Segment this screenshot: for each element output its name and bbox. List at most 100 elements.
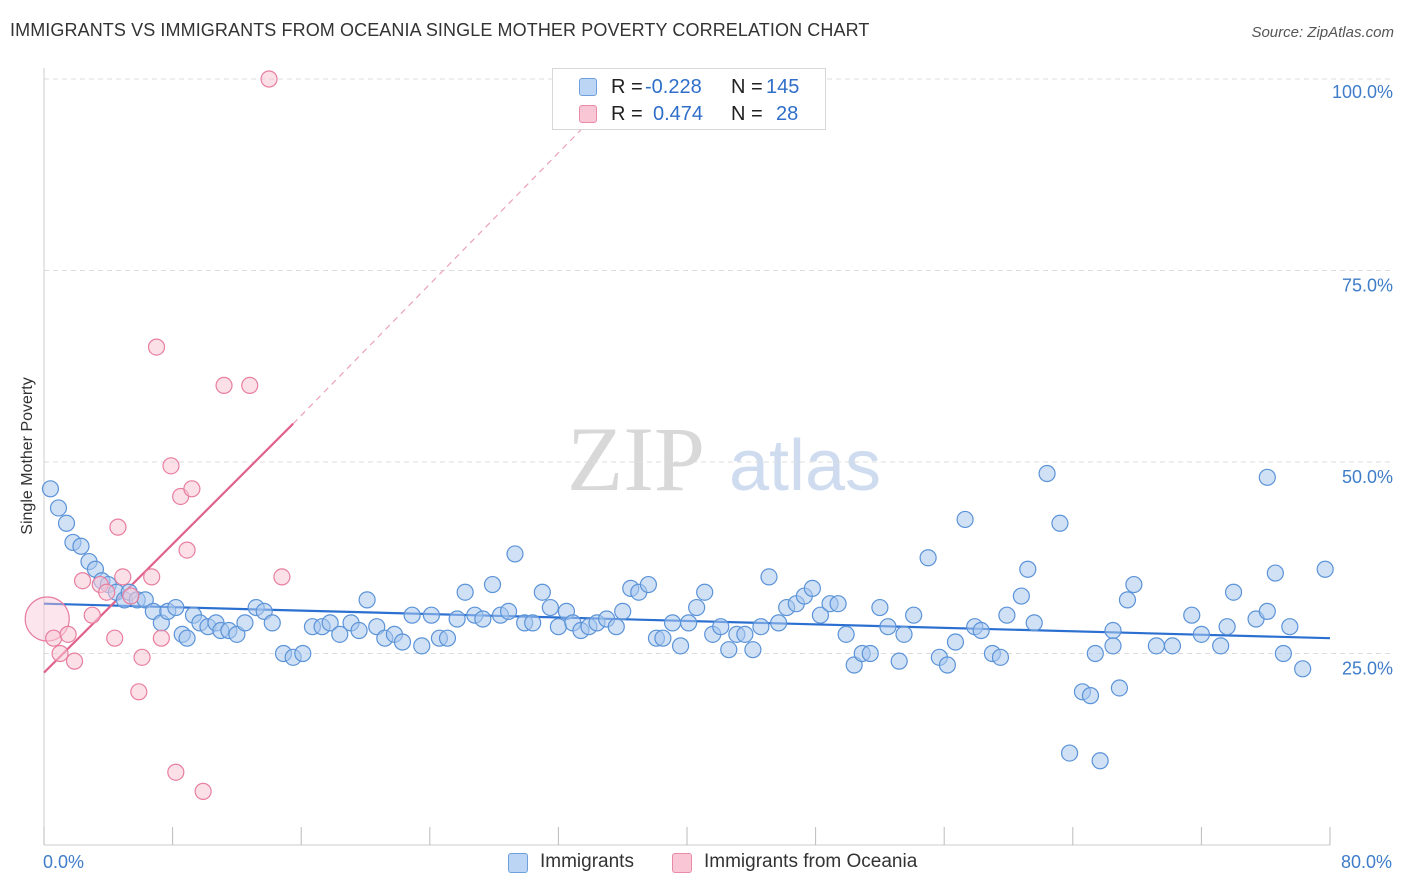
- data-point-oceania: [59, 625, 77, 643]
- chart-title: IMMIGRANTS VS IMMIGRANTS FROM OCEANIA SI…: [10, 20, 870, 40]
- data-point-immigrants: [688, 598, 706, 617]
- trend-line-oceania-extension: [292, 78, 632, 425]
- data-point-immigrants: [871, 598, 889, 617]
- data-point-oceania: [260, 70, 278, 88]
- data-point-immigrants: [533, 583, 551, 601]
- stats-legend: R = -0.228 N = 145 R = 0.474 N = 28: [552, 68, 826, 130]
- legend-swatch-pink: [579, 105, 597, 123]
- data-point-immigrants: [49, 499, 68, 517]
- data-point-immigrants: [1147, 637, 1165, 655]
- data-point-immigrants: [1294, 660, 1312, 678]
- data-point-oceania: [133, 648, 151, 666]
- watermark-zip: ZIP: [567, 408, 705, 510]
- data-point-immigrants: [1118, 591, 1137, 609]
- data-point-immigrants: [770, 614, 788, 632]
- data-point-oceania: [147, 338, 166, 356]
- data-point-immigrants: [350, 621, 368, 640]
- legend-n-value: 145: [766, 76, 800, 98]
- data-point-immigrants: [549, 618, 568, 636]
- data-point-immigrants: [607, 618, 625, 636]
- data-point-oceania: [143, 568, 161, 586]
- legend-n-label: N =: [731, 76, 763, 98]
- data-point-immigrants: [744, 641, 762, 659]
- data-point-immigrants: [483, 575, 502, 594]
- data-point-immigrants: [1266, 564, 1284, 582]
- data-point-oceania: [106, 629, 124, 647]
- x-tick-label-min: 0.0%: [43, 852, 85, 872]
- legend-r-label: R =: [611, 103, 643, 125]
- data-point-immigrants: [1212, 637, 1230, 655]
- watermark-atlas: atlas: [729, 426, 881, 506]
- data-point-immigrants: [1183, 606, 1201, 624]
- data-point-immigrants: [680, 614, 698, 632]
- data-point-immigrants: [829, 595, 847, 613]
- data-point-immigrants: [263, 614, 281, 632]
- data-point-immigrants: [1060, 744, 1079, 762]
- data-point-immigrants: [811, 606, 830, 624]
- data-point-immigrants: [919, 549, 937, 567]
- data-point-immigrants: [938, 656, 957, 674]
- data-point-oceania: [65, 652, 84, 670]
- data-point-immigrants: [1051, 514, 1069, 532]
- legend-n-value: 28: [776, 103, 799, 125]
- data-point-oceania: [273, 568, 291, 586]
- data-point-oceania: [162, 457, 180, 475]
- legend-swatch-blue: [579, 78, 597, 96]
- data-point-immigrants: [1218, 618, 1236, 636]
- bottom-legend-swatch-blue: [508, 853, 528, 873]
- data-point-immigrants: [541, 598, 559, 617]
- data-point-oceania: [167, 763, 185, 781]
- data-point-immigrants: [1125, 575, 1143, 594]
- data-point-immigrants: [998, 606, 1016, 624]
- data-point-immigrants: [178, 629, 196, 647]
- data-point-immigrants: [1019, 560, 1037, 578]
- data-point-oceania: [215, 376, 233, 394]
- data-point-oceania: [51, 644, 69, 663]
- x-tick-label-max: 80.0%: [1340, 852, 1392, 872]
- y-tick-label: 50.0%: [1342, 467, 1393, 487]
- data-point-immigrants: [720, 641, 738, 659]
- data-point-immigrants: [524, 614, 542, 632]
- legend-n-label: N =: [731, 103, 763, 125]
- data-point-immigrants: [1274, 644, 1292, 663]
- data-point-immigrants: [41, 480, 60, 498]
- data-point-immigrants: [1104, 637, 1122, 655]
- data-point-oceania: [194, 782, 212, 800]
- data-point-immigrants: [895, 625, 913, 643]
- data-point-immigrants: [1025, 614, 1043, 632]
- data-point-immigrants: [1163, 637, 1182, 655]
- y-tick-label: 100.0%: [1332, 82, 1393, 102]
- data-point-immigrants: [456, 583, 474, 601]
- data-point-immigrants: [1012, 587, 1030, 605]
- data-point-immigrants: [1258, 468, 1276, 486]
- data-point-immigrants: [1081, 687, 1100, 705]
- trend-line-oceania: [43, 422, 294, 674]
- data-point-immigrants: [236, 614, 254, 632]
- data-point-immigrants: [331, 625, 349, 643]
- data-point-immigrants: [393, 633, 412, 651]
- data-point-immigrants: [1316, 560, 1334, 578]
- y-tick-label: 25.0%: [1342, 659, 1393, 679]
- data-point-immigrants: [696, 583, 714, 601]
- data-point-immigrants: [991, 648, 1010, 666]
- data-point-immigrants: [403, 606, 421, 624]
- data-point-immigrants: [1038, 464, 1056, 483]
- data-point-immigrants: [614, 602, 632, 620]
- data-point-immigrants: [972, 621, 990, 640]
- data-point-immigrants: [167, 598, 185, 617]
- data-point-oceania: [122, 587, 140, 605]
- data-point-immigrants: [1258, 602, 1276, 620]
- bottom-legend-label: Immigrants from Oceania: [704, 851, 918, 872]
- data-point-immigrants: [499, 602, 518, 620]
- data-point-oceania: [114, 568, 132, 586]
- data-point-immigrants: [671, 637, 690, 655]
- data-point-immigrants: [506, 545, 524, 563]
- data-point-immigrants: [1086, 644, 1104, 663]
- data-point-immigrants: [712, 618, 730, 636]
- data-point-immigrants: [321, 614, 339, 632]
- data-point-immigrants: [663, 614, 682, 632]
- data-point-immigrants: [1192, 625, 1211, 643]
- chart-source: Source: ZipAtlas.com: [1251, 24, 1394, 41]
- data-point-oceania: [241, 376, 259, 394]
- data-point-oceania: [109, 518, 127, 536]
